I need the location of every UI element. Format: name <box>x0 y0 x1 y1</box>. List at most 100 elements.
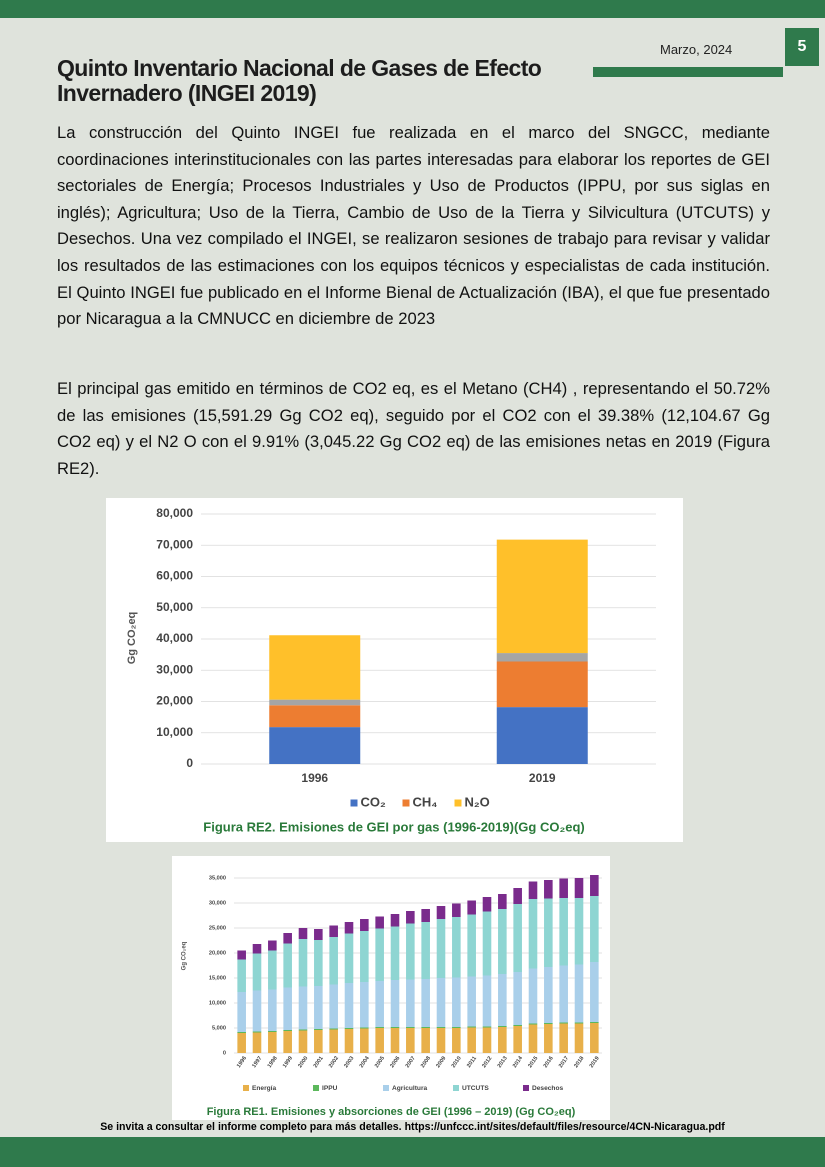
bar-segment <box>482 1026 492 1028</box>
legend-label: CO₂ <box>361 794 387 809</box>
bar-segment <box>375 1028 384 1053</box>
bar-segment <box>390 914 400 927</box>
bar-segment <box>314 986 323 1029</box>
bar-segment <box>574 1023 584 1053</box>
bar-segment <box>421 979 430 1027</box>
bar-segment <box>590 962 599 1022</box>
bar-segment <box>590 896 599 962</box>
bar-segment <box>406 911 415 924</box>
bar-segment <box>252 1032 262 1053</box>
bar-segment <box>329 984 338 1029</box>
bar-segment <box>406 1028 415 1053</box>
y-tick-label: 20,000 <box>209 950 226 956</box>
legend-label: UTCUTS <box>462 1085 489 1092</box>
bar-segment <box>283 1030 292 1031</box>
bar-segment <box>375 916 384 929</box>
legend-swatch <box>243 1085 249 1091</box>
paragraph: El principal gas emitido en términos de … <box>57 379 770 478</box>
bar-segment <box>559 1023 568 1053</box>
bar-segment <box>344 933 354 983</box>
x-tick-label: 2001 <box>313 1055 325 1069</box>
bar-segment <box>298 928 308 939</box>
bar-segment <box>268 989 277 1031</box>
bar-segment <box>283 1031 292 1053</box>
x-tick-label: 1996 <box>301 771 328 785</box>
bar-segment <box>498 1026 507 1027</box>
x-tick-label: 2003 <box>343 1055 355 1069</box>
bar-segment <box>329 1028 338 1030</box>
x-tick-label: 2018 <box>573 1055 585 1069</box>
bar-segment <box>528 1024 538 1053</box>
bar-segment <box>269 705 361 728</box>
bar-segment <box>237 1032 246 1033</box>
bar-segment <box>559 898 568 966</box>
bar-segment <box>298 1030 308 1053</box>
bar-segment <box>390 926 400 980</box>
bar-segment <box>237 1033 246 1053</box>
bar-segment <box>513 972 522 1025</box>
bar-segment <box>544 967 553 1023</box>
chart-caption: Figura RE1. Emisiones y absorciones de G… <box>207 1106 576 1118</box>
bar-segment <box>360 1027 369 1029</box>
bar-segment <box>237 959 246 992</box>
bar-segment <box>360 931 369 982</box>
x-tick-label: 2019 <box>589 1055 601 1069</box>
bar-segment <box>590 1022 599 1023</box>
bar-segment <box>268 950 277 990</box>
chart-caption: Figura RE2. Emisiones de GEI por gas (19… <box>203 819 584 834</box>
bar-segment <box>314 1029 323 1030</box>
chart: 0 5,000 10,000 15,000 20,000 25,000 30,000 35,0… <box>182 875 602 1118</box>
legend-label: IPPU <box>322 1085 338 1092</box>
bar-segment <box>467 900 476 915</box>
header-rule <box>593 67 783 77</box>
y-tick-label: 0 <box>186 756 193 770</box>
bar-segment <box>237 992 246 1032</box>
bar-segment <box>452 917 461 978</box>
bar-segment <box>329 937 338 985</box>
bar-segment <box>344 922 354 934</box>
x-tick-label: 2014 <box>512 1055 525 1069</box>
bar-segment <box>406 1027 415 1028</box>
legend-label: Energía <box>252 1085 277 1092</box>
bar-segment <box>436 978 446 1027</box>
legend-label: Desechos <box>532 1085 563 1092</box>
bar-segment <box>513 1025 522 1026</box>
bar-segment <box>406 923 415 980</box>
page-number: 5 <box>785 28 819 66</box>
bar-segment <box>467 976 476 1027</box>
y-tick-label: 30,000 <box>209 900 226 906</box>
y-tick-label: 50,000 <box>156 600 193 614</box>
x-tick-label: 2010 <box>451 1055 463 1069</box>
bar-segment <box>452 1027 461 1028</box>
bar-segment <box>544 898 553 967</box>
y-tick-label: 20,000 <box>156 694 193 708</box>
bar-segment <box>436 1028 446 1053</box>
bar-segment <box>269 635 361 700</box>
x-tick-label: 1998 <box>267 1055 279 1069</box>
bar-segment <box>329 925 338 937</box>
bar-segment <box>421 922 430 979</box>
bar-segment <box>452 977 461 1027</box>
y-tick-label: 15,000 <box>209 975 226 981</box>
bar-segment <box>390 1027 400 1028</box>
bar-segment <box>496 539 588 654</box>
bar-segment <box>559 965 568 1023</box>
bar-segment <box>283 933 292 944</box>
legend-swatch <box>402 799 410 807</box>
y-tick-label: 70,000 <box>156 537 193 551</box>
legend-swatch <box>313 1085 319 1091</box>
bar-segment <box>268 940 277 951</box>
bar-segment <box>252 990 262 1032</box>
bar-segment <box>268 1031 277 1032</box>
bar-segment <box>421 1027 430 1028</box>
bar-segment <box>482 975 492 1027</box>
bar-segment <box>559 1022 568 1024</box>
bar-segment <box>344 983 354 1028</box>
bar-segment <box>496 653 588 662</box>
date: Marzo, 2024 <box>660 42 733 57</box>
legend-swatch <box>523 1085 529 1091</box>
bar-segment <box>498 894 507 909</box>
x-tick-label: 2008 <box>420 1055 432 1069</box>
bar-segment <box>544 1023 553 1024</box>
